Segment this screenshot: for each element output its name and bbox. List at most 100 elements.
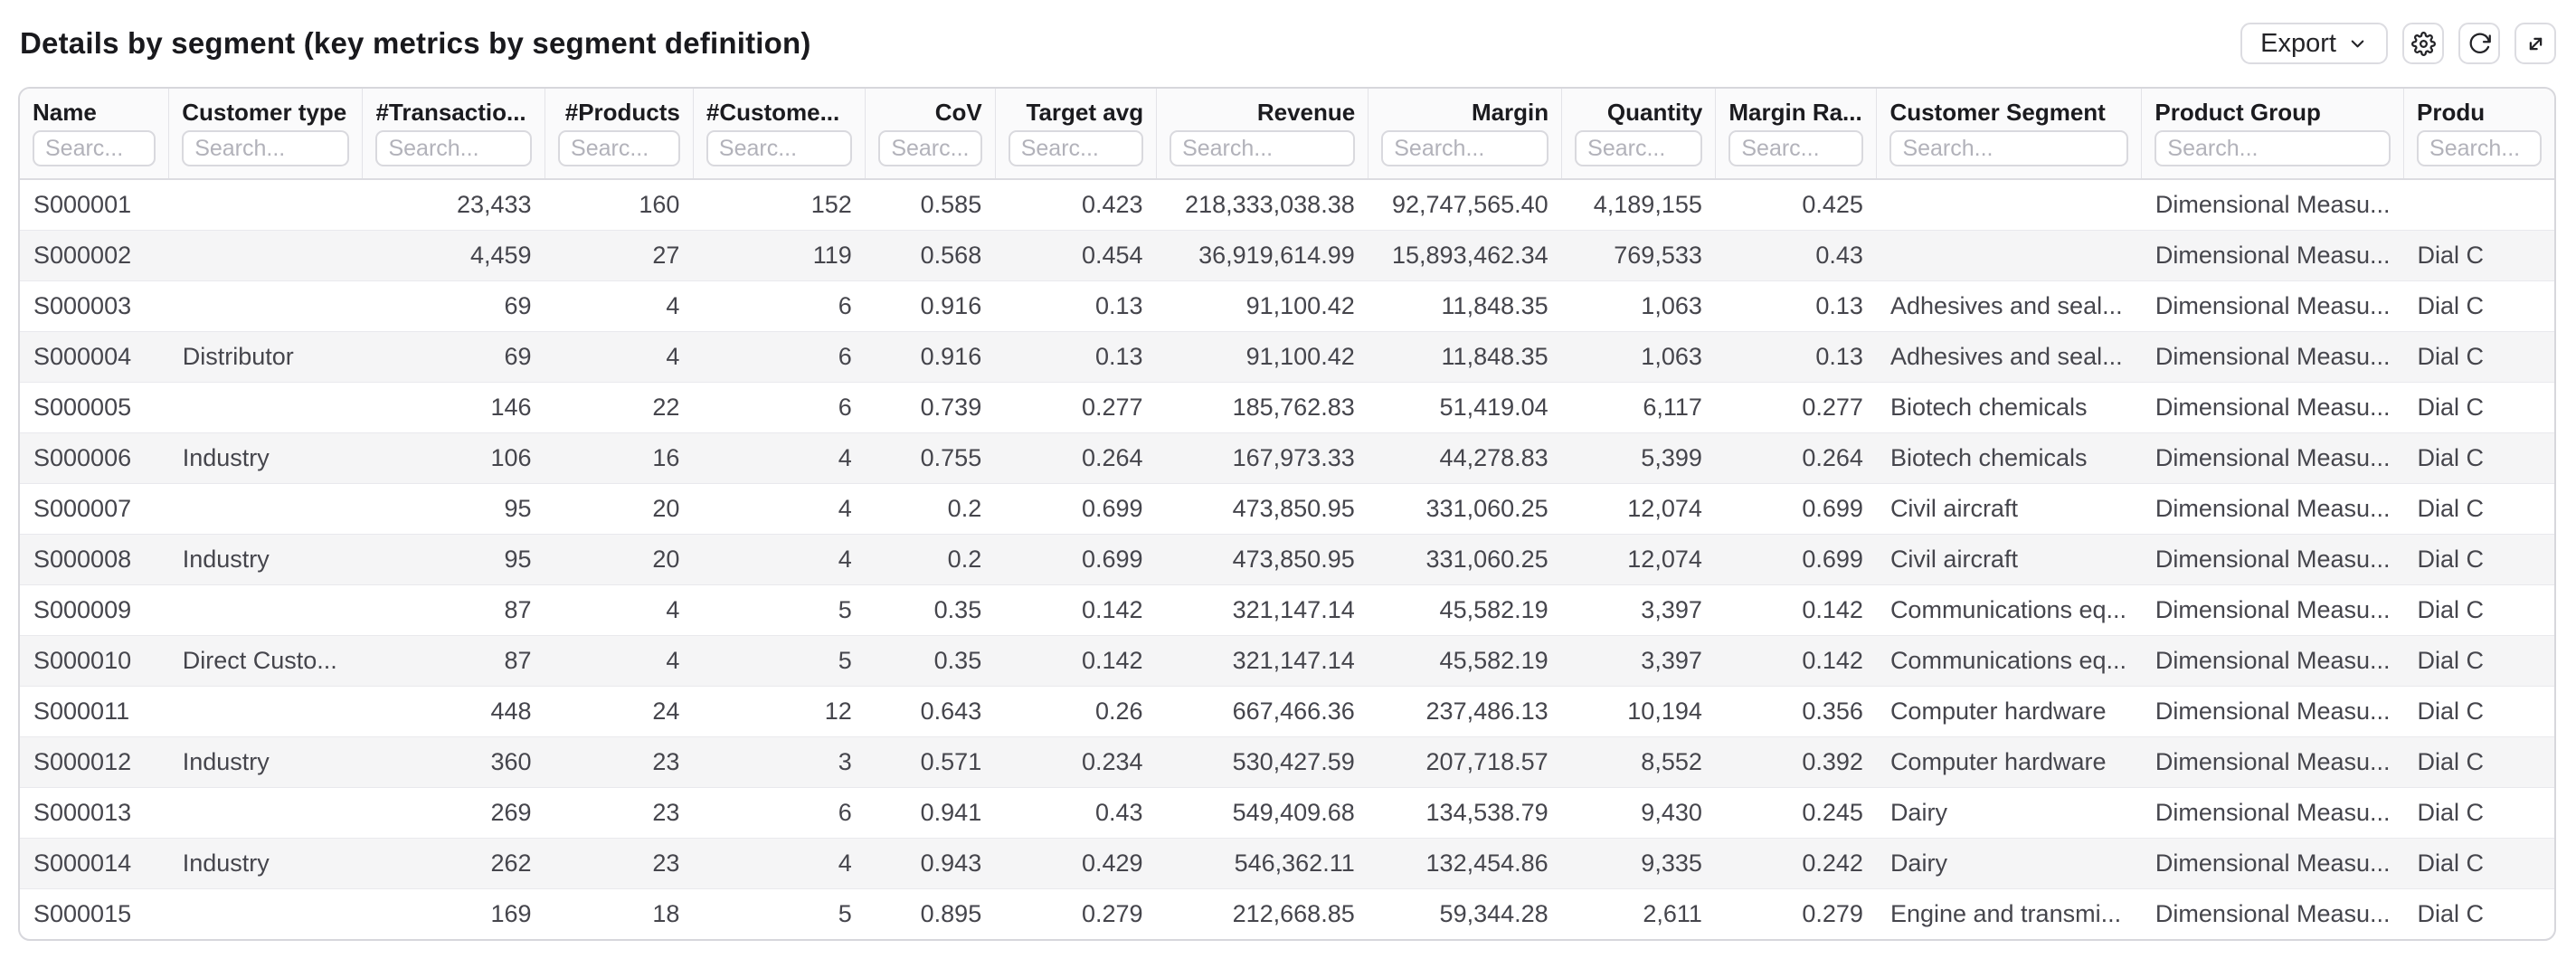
column-label-target_avg: Target avg: [1026, 99, 1144, 126]
column-header-customers[interactable]: #Custome...: [693, 89, 867, 180]
column-header-product_group[interactable]: Product Group: [2141, 89, 2405, 180]
refresh-button[interactable]: [2458, 23, 2500, 64]
cell-cov: 0.941: [865, 787, 996, 839]
cell-product: Dial C: [2403, 838, 2554, 889]
search-input-margin[interactable]: [1381, 130, 1549, 166]
cell-target_avg: 0.454: [995, 230, 1157, 281]
cell-margin: 51,419.04: [1368, 382, 1562, 433]
cell-product_group: Dimensional Measu...: [2141, 635, 2404, 687]
cell-revenue: 321,147.14: [1156, 584, 1368, 636]
cell-product_group: Dimensional Measu...: [2141, 838, 2404, 889]
cell-products: 4: [545, 280, 694, 332]
cell-product_group: Dimensional Measu...: [2141, 382, 2404, 433]
cell-customers: 6: [693, 382, 866, 433]
cell-quantity: 12,074: [1561, 483, 1716, 535]
cell-product_group: Dimensional Measu...: [2141, 179, 2404, 231]
cell-quantity: 9,335: [1561, 838, 1716, 889]
column-header-product[interactable]: Produ: [2403, 89, 2554, 180]
cell-product: Dial C: [2403, 584, 2554, 636]
cell-quantity: 1,063: [1561, 280, 1716, 332]
search-input-target_avg[interactable]: [1008, 130, 1144, 166]
cell-quantity: 12,074: [1561, 534, 1716, 585]
cell-customer_type: [168, 382, 363, 433]
cell-transactions: 360: [362, 736, 545, 788]
cell-customer_type: [168, 483, 363, 535]
cell-quantity: 8,552: [1561, 736, 1716, 788]
search-input-product[interactable]: [2417, 130, 2542, 166]
cell-customer_type: [168, 584, 363, 636]
column-label-margin: Margin: [1471, 99, 1549, 126]
cell-customers: 152: [693, 179, 866, 231]
column-header-cov[interactable]: CoV: [865, 89, 996, 180]
search-input-transactions[interactable]: [375, 130, 533, 166]
segments-table-card: Name Customer type #Transactio... #Products…: [18, 87, 2556, 941]
cell-customers: 12: [693, 686, 866, 737]
cell-name: S000009: [20, 584, 169, 636]
table-row: S000007 95 20 4 0.2 0.699 473,850.95 331,060.25…: [20, 483, 2554, 535]
column-header-products[interactable]: #Products: [545, 89, 694, 180]
cell-revenue: 473,850.95: [1156, 534, 1368, 585]
cell-margin: 331,060.25: [1368, 483, 1562, 535]
cell-quantity: 1,063: [1561, 331, 1716, 383]
cell-target_avg: 0.279: [995, 888, 1157, 939]
cell-quantity: 6,117: [1561, 382, 1716, 433]
settings-button[interactable]: [2402, 23, 2444, 64]
search-input-margin_rate[interactable]: [1728, 130, 1864, 166]
search-input-products[interactable]: [558, 130, 680, 166]
cell-transactions: 448: [362, 686, 545, 737]
cell-target_avg: 0.43: [995, 787, 1157, 839]
column-header-name[interactable]: Name: [20, 89, 170, 180]
cell-product_group: Dimensional Measu...: [2141, 584, 2404, 636]
column-header-target_avg[interactable]: Target avg: [995, 89, 1158, 180]
cell-products: 160: [545, 179, 694, 231]
export-button[interactable]: Export: [2240, 23, 2388, 64]
cell-customers: 4: [693, 432, 866, 484]
segments-table: Name Customer type #Transactio... #Products…: [20, 89, 2554, 939]
search-input-product_group[interactable]: [2155, 130, 2391, 166]
cell-cov: 0.35: [865, 635, 996, 687]
table-row: S000008 Industry 95 20 4 0.2 0.699 473,850.95 33…: [20, 534, 2554, 585]
column-header-margin_rate[interactable]: Margin Ra...: [1715, 89, 1878, 180]
column-header-quantity[interactable]: Quantity: [1561, 89, 1717, 180]
cell-transactions: 106: [362, 432, 545, 484]
cell-margin_rate: 0.356: [1715, 686, 1877, 737]
cell-quantity: 3,397: [1561, 584, 1716, 636]
cell-margin_rate: 0.279: [1715, 888, 1877, 939]
cell-revenue: 218,333,038.38: [1156, 179, 1368, 231]
search-input-revenue[interactable]: [1170, 130, 1356, 166]
column-header-customer_type[interactable]: Customer type: [168, 89, 364, 180]
column-header-transactions[interactable]: #Transactio...: [362, 89, 546, 180]
cell-name: S000006: [20, 432, 169, 484]
search-input-customers[interactable]: [706, 130, 853, 166]
cell-product_group: Dimensional Measu...: [2141, 787, 2404, 839]
search-input-customer_type[interactable]: [182, 130, 350, 166]
search-input-cov[interactable]: [878, 130, 982, 166]
cell-cov: 0.916: [865, 280, 996, 332]
cell-product: Dial C: [2403, 635, 2554, 687]
cell-cov: 0.2: [865, 483, 996, 535]
table-row: S000004 Distributor 69 4 6 0.916 0.13 91,100.42…: [20, 331, 2554, 383]
cell-transactions: 269: [362, 787, 545, 839]
column-header-customer_segment[interactable]: Customer Segment: [1876, 89, 2143, 180]
cell-products: 4: [545, 331, 694, 383]
cell-revenue: 473,850.95: [1156, 483, 1368, 535]
column-header-margin[interactable]: Margin: [1368, 89, 1563, 180]
cell-customers: 6: [693, 787, 866, 839]
column-header-revenue[interactable]: Revenue: [1156, 89, 1369, 180]
cell-products: 23: [545, 787, 694, 839]
cell-margin_rate: 0.277: [1715, 382, 1877, 433]
table-row: S000003 69 4 6 0.916 0.13 91,100.42 11,848.35 1,…: [20, 280, 2554, 332]
cell-product_group: Dimensional Measu...: [2141, 736, 2404, 788]
search-input-quantity[interactable]: [1575, 130, 1703, 166]
gear-icon: [2410, 31, 2436, 56]
cell-cov: 0.739: [865, 382, 996, 433]
search-input-name[interactable]: [33, 130, 156, 166]
cell-customer_segment: Computer hardware: [1876, 736, 2142, 788]
cell-product: Dial C: [2403, 686, 2554, 737]
fullscreen-button[interactable]: [2514, 23, 2556, 64]
search-input-customer_segment[interactable]: [1889, 130, 2129, 166]
table-row: S000006 Industry 106 16 4 0.755 0.264 167,973.3…: [20, 432, 2554, 484]
cell-customer_type: [168, 686, 363, 737]
table-row: S000001 23,433 160 152 0.585 0.423 218,333,038…: [20, 179, 2554, 231]
cell-cov: 0.755: [865, 432, 996, 484]
